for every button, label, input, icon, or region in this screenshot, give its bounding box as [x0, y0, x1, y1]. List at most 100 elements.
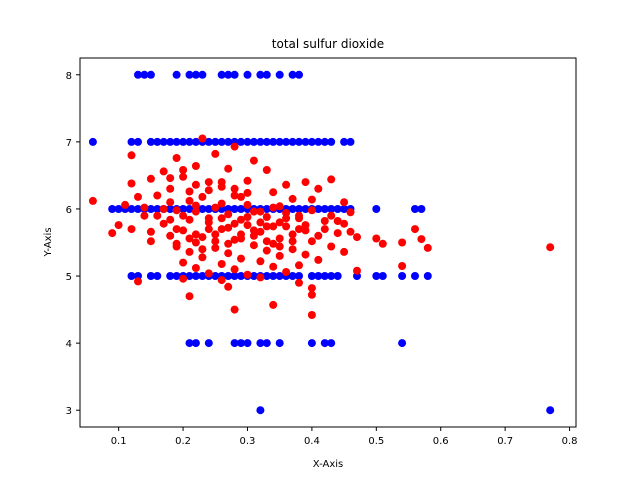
- scatter-point: [314, 231, 323, 240]
- scatter-point: [256, 406, 265, 415]
- x-tick-label: 0.6: [433, 436, 449, 447]
- scatter-point: [314, 184, 323, 193]
- scatter-point: [398, 272, 407, 280]
- scatter-point: [204, 186, 213, 195]
- scatter-point: [146, 174, 155, 183]
- scatter-point: [353, 266, 361, 275]
- scatter-point: [153, 211, 162, 220]
- scatter-point: [211, 243, 220, 252]
- scatter-point: [275, 251, 284, 260]
- scatter-point: [275, 202, 284, 211]
- scatter-point: [269, 137, 278, 146]
- scatter-point: [249, 207, 258, 216]
- scatter-point: [172, 225, 181, 234]
- scatter-point: [314, 255, 323, 264]
- scatter-point: [243, 270, 252, 279]
- scatter-point: [256, 137, 265, 146]
- scatter-point: [191, 70, 200, 79]
- scatter-point: [275, 218, 284, 227]
- scatter-point: [166, 231, 175, 240]
- scatter-point: [269, 272, 278, 280]
- scatter-point: [275, 242, 284, 251]
- scatter-point: [224, 70, 233, 79]
- scatter-point: [224, 249, 233, 258]
- scatter-point: [217, 276, 226, 285]
- scatter-point: [166, 205, 175, 213]
- scatter-point: [134, 192, 142, 201]
- scatter-point: [114, 221, 123, 230]
- scatter-point: [185, 70, 194, 79]
- scatter-point: [198, 245, 207, 254]
- scatter-point: [346, 208, 355, 217]
- scatter-point: [256, 273, 265, 282]
- x-tick-label: 0.8: [562, 436, 578, 447]
- scatter-point: [204, 205, 213, 213]
- scatter-point: [166, 215, 175, 224]
- scatter-point: [172, 70, 181, 79]
- scatter-point: [249, 137, 258, 146]
- scatter-point: [243, 176, 252, 185]
- scatter-point: [288, 194, 297, 203]
- scatter-point: [340, 205, 349, 213]
- scatter-point: [372, 205, 381, 213]
- scatter-point: [237, 215, 245, 224]
- scatter-point: [127, 225, 136, 234]
- scatter-point: [249, 156, 258, 165]
- scatter-point: [256, 207, 265, 216]
- scatter-point: [269, 203, 278, 212]
- y-tick-label: 6: [66, 205, 72, 216]
- scatter-point: [301, 205, 310, 213]
- scatter-point: [172, 137, 181, 146]
- scatter-point: [282, 268, 291, 276]
- scatter-point: [153, 137, 162, 146]
- scatter-point: [108, 229, 117, 238]
- scatter-point: [262, 339, 271, 348]
- scatter-point: [398, 339, 407, 348]
- scatter-point: [204, 178, 213, 187]
- scatter-point: [288, 237, 297, 246]
- scatter-point: [275, 272, 284, 280]
- scatter-point: [372, 272, 381, 280]
- scatter-point: [417, 235, 426, 244]
- scatter-point: [237, 137, 245, 146]
- scatter-point: [243, 213, 252, 221]
- scatter-point: [320, 225, 329, 234]
- scatter-point: [185, 247, 194, 256]
- scatter-point: [411, 272, 419, 280]
- scatter-point: [140, 211, 149, 220]
- scatter-point: [191, 230, 200, 239]
- y-axis-label: Y-Axis: [43, 227, 54, 257]
- scatter-point: [146, 237, 155, 246]
- scatter-point: [134, 205, 142, 213]
- scatter-point: [307, 237, 316, 246]
- scatter-point: [398, 262, 407, 270]
- scatter-point: [204, 269, 213, 278]
- scatter-point: [134, 70, 142, 79]
- scatter-point: [172, 239, 181, 248]
- scatter-point: [307, 195, 316, 204]
- scatter-point: [243, 221, 252, 230]
- scatter-point: [211, 230, 220, 239]
- plot-area-frame: [79, 57, 577, 428]
- scatter-point: [217, 214, 226, 223]
- y-axis-ticks: 3 4 5 6 7 8: [66, 71, 80, 417]
- scatter-point: [230, 272, 239, 280]
- scatter-point: [320, 272, 329, 280]
- scatter-point: [114, 205, 123, 213]
- scatter-point: [256, 227, 265, 236]
- scatter-point: [224, 223, 233, 232]
- scatter-point: [166, 198, 175, 207]
- scatter-point: [340, 247, 349, 256]
- scatter-point: [256, 257, 265, 266]
- scatter-point: [224, 282, 233, 291]
- scatter-point: [230, 184, 239, 193]
- scatter-point: [179, 274, 188, 283]
- scatter-point: [230, 265, 239, 274]
- scatter-point: [140, 203, 149, 212]
- scatter-point: [398, 238, 407, 247]
- scatter-point: [256, 339, 265, 348]
- scatter-point: [191, 264, 200, 272]
- scatter-point: [185, 272, 194, 280]
- scatter-point: [191, 180, 200, 189]
